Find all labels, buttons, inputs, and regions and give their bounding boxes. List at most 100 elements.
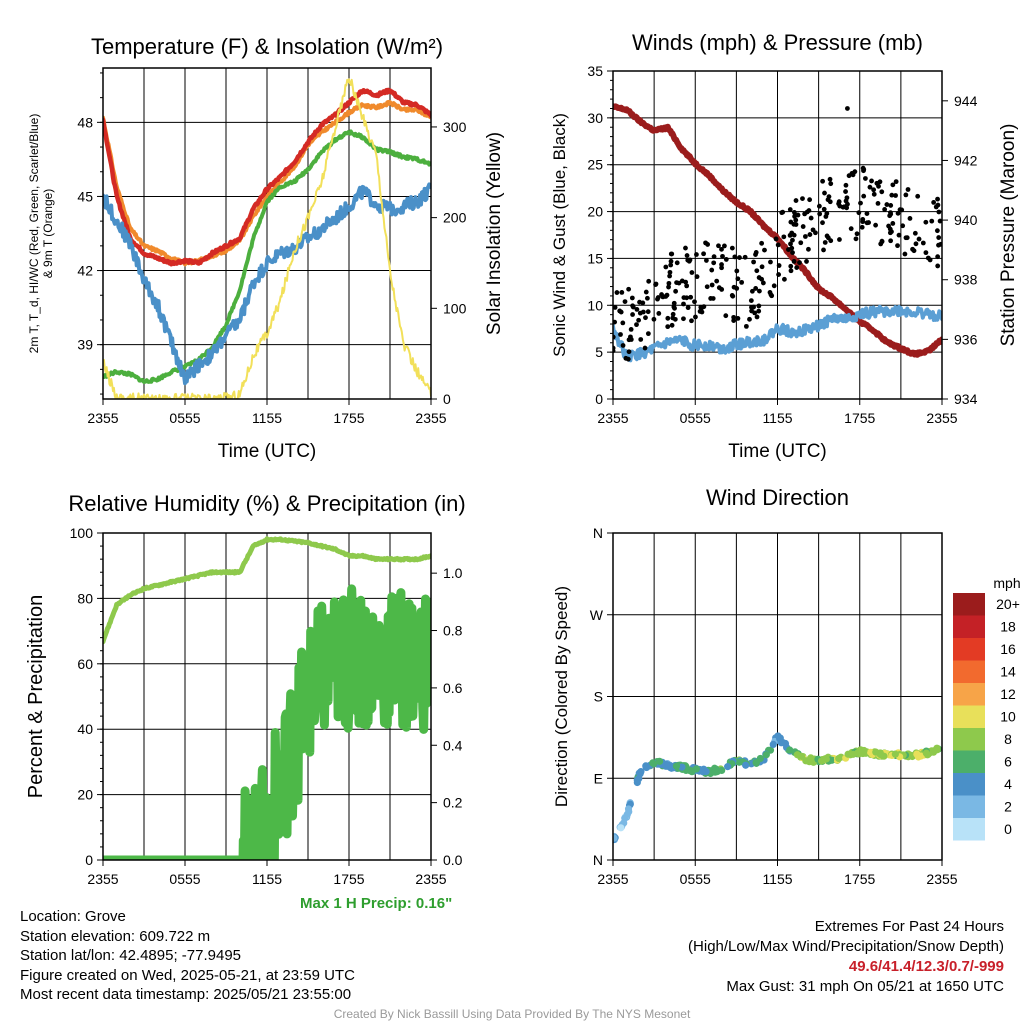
direction-point — [822, 755, 830, 763]
gust-point — [912, 230, 918, 236]
y-tick-label: 10 — [587, 297, 603, 313]
gust-point — [676, 280, 682, 286]
y-tick-label: N — [593, 852, 603, 868]
gust-point — [925, 255, 931, 261]
direction-point — [835, 754, 843, 763]
colorbar-swatch — [953, 773, 985, 796]
gust-point — [723, 257, 729, 262]
y-tick-label: 100 — [70, 525, 94, 541]
gust-point — [876, 183, 881, 189]
gust-point — [626, 286, 632, 292]
panel-2: Winds (mph) & Pressure (mb) 2355 0555 1155 1… — [550, 30, 1019, 462]
gust-point — [643, 315, 648, 321]
y-right-tick-label: 300 — [443, 119, 467, 135]
x-tick-label: 2355 — [87, 871, 118, 887]
y-axis-label: Percent & Precipitation — [25, 595, 47, 798]
gust-point — [754, 268, 760, 274]
gust-point — [692, 299, 697, 305]
y-right-tick-label: 0.2 — [443, 795, 463, 811]
y-axis-label-right: Solar Insolation (Yellow) — [484, 132, 505, 335]
gust-point — [722, 243, 727, 249]
gust-point — [807, 197, 813, 203]
gust-point-max — [845, 106, 850, 111]
gust-point — [916, 236, 922, 242]
x-tick-label: 1155 — [762, 410, 792, 426]
y-tick-label: 0 — [595, 391, 603, 407]
gust-point — [640, 300, 646, 306]
gust-point — [878, 241, 884, 247]
gust-point — [821, 247, 826, 253]
gust-point — [895, 210, 901, 216]
gust-point — [902, 251, 908, 257]
gust-point — [665, 324, 671, 330]
gust-point — [887, 230, 893, 236]
gust-point — [802, 234, 808, 239]
gust-point — [779, 210, 785, 216]
gust-point — [888, 203, 894, 208]
gust-point — [620, 320, 626, 326]
gust-point — [732, 254, 738, 260]
gust-point — [628, 337, 634, 342]
gust-point — [638, 337, 644, 342]
y-tick-label: 35 — [587, 63, 603, 79]
gust-point — [688, 294, 694, 300]
gust-point — [820, 178, 826, 184]
gust-point — [768, 259, 773, 265]
series-line-temp_green — [103, 129, 431, 384]
gust-point — [683, 279, 689, 285]
chart-title: Relative Humidity (%) & Precipitation (i… — [68, 491, 465, 516]
direction-point — [702, 767, 710, 776]
gust-point — [873, 222, 879, 228]
gust-point — [769, 293, 775, 299]
y-tick-label: 48 — [77, 114, 93, 130]
direction-point — [860, 746, 868, 755]
direction-point — [762, 751, 770, 759]
gust-point — [672, 305, 677, 311]
x-tick-label: 0555 — [680, 410, 711, 426]
gust-point — [935, 196, 940, 202]
extremes-title: Extremes For Past 24 Hours — [814, 918, 1004, 935]
gust-point — [896, 232, 902, 238]
gust-point — [860, 219, 866, 225]
gust-point — [645, 331, 651, 337]
gust-point — [937, 218, 942, 224]
y-right-tick-label: 0.6 — [443, 680, 463, 696]
colorbar-swatch — [953, 683, 985, 706]
gust-point — [681, 316, 686, 322]
y-tick-label: 39 — [77, 337, 93, 353]
gust-point — [861, 193, 867, 199]
direction-point — [724, 763, 732, 771]
gust-point — [840, 204, 846, 210]
gust-point — [613, 305, 618, 310]
y-tick-label: 15 — [587, 250, 603, 266]
gust-point — [821, 206, 827, 212]
direction-point — [854, 749, 862, 757]
gust-point — [793, 198, 799, 203]
chart-title: Wind Direction — [706, 485, 849, 510]
gust-point — [623, 355, 629, 361]
direction-point — [742, 761, 750, 769]
chart-title: Temperature (F) & Insolation (W/m²) — [91, 34, 443, 59]
gust-point — [613, 319, 618, 325]
x-tick-label: 1755 — [333, 871, 364, 887]
gust-point — [646, 278, 652, 284]
x-tick-label: 2355 — [415, 871, 446, 887]
gust-point — [936, 235, 942, 240]
gust-point — [671, 300, 677, 306]
gust-point — [735, 315, 741, 321]
gust-point — [888, 238, 894, 244]
gust-point — [871, 187, 877, 193]
gust-point — [875, 200, 881, 206]
gust-point — [753, 286, 759, 291]
gust-point — [816, 203, 822, 209]
gust-point — [709, 267, 715, 273]
gust-point — [934, 228, 940, 234]
x-tick-label: 1755 — [844, 871, 875, 887]
gust-point — [642, 345, 648, 351]
panel-1: Temperature (F) & Insolation (W/m²) 2355 0… — [27, 34, 505, 462]
gust-point — [843, 189, 848, 194]
plot-area — [613, 732, 942, 844]
gust-point — [888, 210, 893, 216]
plot-area — [103, 78, 431, 399]
gust-point — [923, 219, 929, 225]
